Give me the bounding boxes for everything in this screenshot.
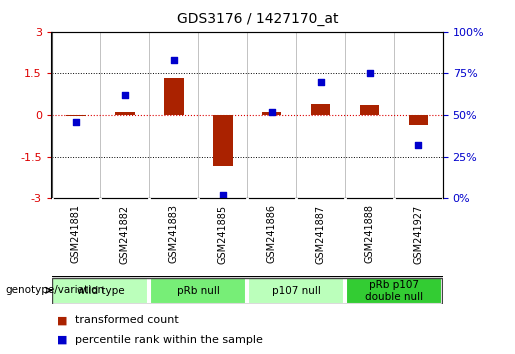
- Text: transformed count: transformed count: [75, 315, 178, 325]
- Text: GSM241881: GSM241881: [71, 205, 81, 263]
- Text: genotype/variation: genotype/variation: [5, 285, 104, 295]
- Point: [121, 92, 129, 98]
- Text: GDS3176 / 1427170_at: GDS3176 / 1427170_at: [177, 12, 338, 27]
- Bar: [66, 115, 85, 116]
- Bar: [115, 112, 134, 115]
- Point: [365, 71, 373, 76]
- Text: ■: ■: [57, 315, 67, 325]
- Bar: [150, 278, 246, 304]
- Bar: [262, 112, 281, 115]
- Bar: [53, 278, 148, 304]
- Text: GSM241886: GSM241886: [267, 205, 277, 263]
- Bar: [248, 278, 344, 304]
- Text: wild type: wild type: [77, 286, 124, 296]
- Text: GSM241882: GSM241882: [120, 205, 130, 264]
- Point: [218, 192, 227, 198]
- Text: p107 null: p107 null: [272, 286, 320, 296]
- Bar: [346, 278, 442, 304]
- Bar: [213, 115, 232, 166]
- Bar: [164, 78, 183, 115]
- Point: [414, 142, 422, 148]
- Bar: [408, 115, 428, 125]
- Point: [72, 119, 80, 125]
- Text: ■: ■: [57, 335, 67, 345]
- Bar: [311, 104, 330, 115]
- Point: [169, 57, 178, 63]
- Text: pRb null: pRb null: [177, 286, 220, 296]
- Point: [316, 79, 324, 85]
- Text: GSM241885: GSM241885: [218, 205, 228, 264]
- Bar: [359, 105, 379, 115]
- Text: GSM241883: GSM241883: [169, 205, 179, 263]
- Text: GSM241888: GSM241888: [365, 205, 374, 263]
- Text: pRb p107
double null: pRb p107 double null: [365, 280, 423, 302]
- Text: GSM241927: GSM241927: [414, 205, 423, 264]
- Point: [267, 109, 276, 115]
- Text: percentile rank within the sample: percentile rank within the sample: [75, 335, 263, 345]
- Text: GSM241887: GSM241887: [316, 205, 325, 264]
